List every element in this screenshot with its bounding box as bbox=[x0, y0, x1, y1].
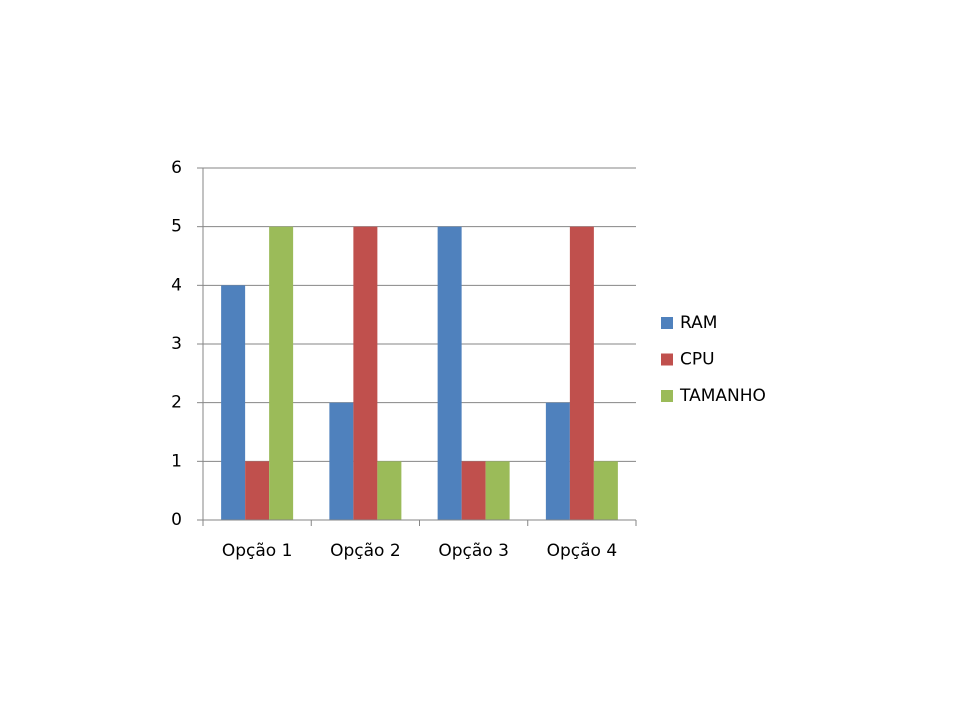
bar bbox=[245, 461, 270, 520]
bar bbox=[329, 402, 354, 520]
y-tick-label: 6 bbox=[171, 158, 182, 178]
y-tick-label: 5 bbox=[171, 217, 182, 237]
y-tick-label: 3 bbox=[171, 334, 182, 354]
bar bbox=[593, 461, 618, 520]
y-tick-label: 2 bbox=[171, 393, 182, 413]
legend-label: TAMANHO bbox=[679, 386, 766, 406]
bar bbox=[437, 226, 462, 520]
legend-swatch bbox=[661, 317, 673, 329]
legend-swatch bbox=[661, 353, 673, 366]
bar bbox=[353, 226, 378, 520]
legend-label: RAM bbox=[680, 313, 717, 333]
bar bbox=[485, 461, 510, 520]
legend-label: CPU bbox=[680, 350, 715, 370]
bar bbox=[377, 461, 402, 520]
x-tick-label: Opção 4 bbox=[547, 541, 618, 561]
bar bbox=[569, 226, 594, 520]
legend-swatch bbox=[661, 390, 673, 402]
x-tick-label: Opção 2 bbox=[330, 541, 401, 561]
bar bbox=[461, 461, 486, 520]
bar bbox=[545, 402, 570, 520]
bar bbox=[221, 285, 246, 520]
y-tick-label: 4 bbox=[171, 275, 182, 295]
x-tick-label: Opção 3 bbox=[438, 541, 509, 561]
bar bbox=[269, 226, 294, 520]
x-tick-label: Opção 1 bbox=[222, 541, 293, 561]
y-tick-label: 1 bbox=[171, 451, 182, 471]
y-tick-label: 0 bbox=[171, 510, 182, 530]
